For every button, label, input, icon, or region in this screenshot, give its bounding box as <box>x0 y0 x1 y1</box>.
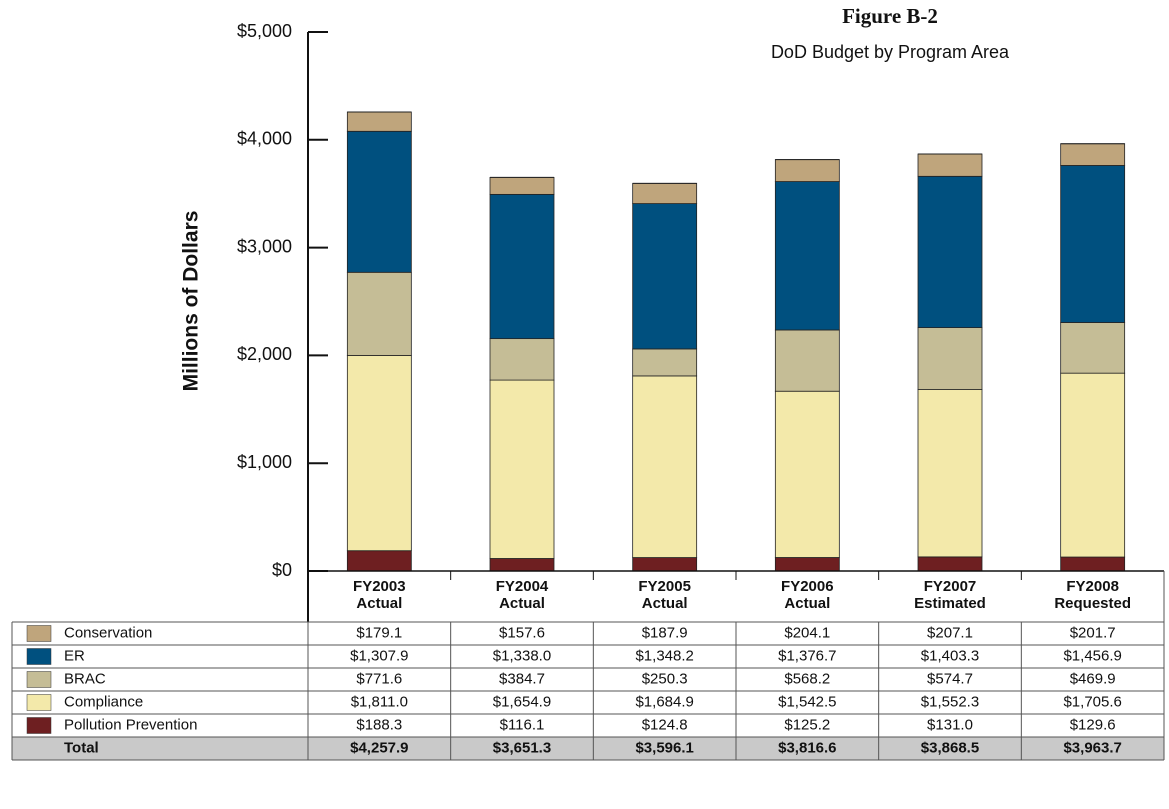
table-cell: $125.2 <box>784 716 830 733</box>
bar-segment <box>489 558 555 572</box>
table-cell: $207.1 <box>927 624 973 641</box>
table-cell: $131.0 <box>927 716 973 733</box>
table-cell: $469.9 <box>1070 670 1116 687</box>
bar-segment <box>346 111 412 132</box>
bar-segment <box>1060 143 1126 166</box>
bar-segment <box>489 176 555 195</box>
y-tick-label: $0 <box>272 560 292 580</box>
table-cell: $1,811.0 <box>351 693 408 710</box>
legend-label: Pollution Prevention <box>64 716 197 733</box>
y-tick-label: $1,000 <box>237 452 292 472</box>
table-cell: $124.8 <box>642 716 688 733</box>
table-cell: $179.1 <box>356 624 402 641</box>
table-cell: $771.6 <box>356 670 402 687</box>
x-tick-label: FY2004 Actual <box>496 578 549 612</box>
table-cell: $1,705.6 <box>1063 693 1121 710</box>
table-cell: $1,348.2 <box>635 647 693 664</box>
chart-subtitle: DoD Budget by Program Area <box>771 42 1010 62</box>
legend-swatch <box>26 671 52 688</box>
table-cell: $1,403.3 <box>921 647 979 664</box>
bar-segment <box>632 182 698 204</box>
table-cell: $1,684.9 <box>635 693 693 710</box>
legend-label: BRAC <box>64 670 106 687</box>
y-axis-label: Millions of Dollars <box>180 211 203 392</box>
table-cell: $1,376.7 <box>778 647 836 664</box>
bar-segment <box>632 375 698 558</box>
table-cell: $201.7 <box>1070 624 1116 641</box>
table-cell: $250.3 <box>642 670 688 687</box>
legend-swatch <box>26 625 52 642</box>
x-tick-label: FY2008 Requested <box>1054 578 1131 612</box>
total-cell: $3,651.3 <box>493 739 551 756</box>
bar-segment <box>489 379 555 559</box>
table-cell: $1,654.9 <box>493 693 551 710</box>
total-cell: $3,596.1 <box>635 739 693 756</box>
total-label: Total <box>64 739 99 756</box>
bar-segment <box>632 348 698 377</box>
x-tick-label: FY2006 Actual <box>781 578 834 612</box>
total-cell: $3,868.5 <box>921 739 979 756</box>
table-cell: $129.6 <box>1070 716 1116 733</box>
bar-segment <box>917 327 983 390</box>
bar-segment <box>346 271 412 356</box>
legend-swatch <box>26 648 52 665</box>
table-cell: $188.3 <box>356 716 402 733</box>
legend-label: Compliance <box>64 693 143 710</box>
bar-segment <box>489 338 555 381</box>
bar-segment <box>917 556 983 572</box>
chart-title: Figure B-2 <box>842 4 938 28</box>
table-cell: $1,542.5 <box>778 693 836 710</box>
table-cell: $157.6 <box>499 624 545 641</box>
table-cell: $116.1 <box>500 716 545 733</box>
bar-segment <box>632 203 698 350</box>
bar-segment <box>1060 322 1126 374</box>
table-cell: $1,456.9 <box>1063 647 1121 664</box>
table-cell: $1,307.9 <box>350 647 408 664</box>
table-cell: $568.2 <box>784 670 830 687</box>
legend-swatch <box>26 717 52 734</box>
bar-segment <box>1060 372 1126 558</box>
bar-segment <box>1060 165 1126 323</box>
bar-segment <box>346 550 412 572</box>
table-cell: $384.7 <box>499 670 545 687</box>
x-tick-label: FY2007 Estimated <box>914 578 986 612</box>
bar-segment <box>774 390 840 558</box>
bar-segment <box>774 329 840 392</box>
bar-segment <box>774 181 840 331</box>
total-row-bg <box>12 737 1164 760</box>
bar-segment <box>917 153 983 177</box>
y-tick-label: $3,000 <box>237 236 292 256</box>
bar-segment <box>632 557 698 572</box>
bar-segment <box>346 355 412 552</box>
table-cell: $187.9 <box>642 624 688 641</box>
bar-segment <box>917 389 983 558</box>
table-cell: $1,338.0 <box>493 647 551 664</box>
bar-segment <box>1060 556 1126 572</box>
total-cell: $3,963.7 <box>1063 739 1121 756</box>
y-tick-label: $2,000 <box>237 344 292 364</box>
legend-swatch <box>26 694 52 711</box>
bar-segment <box>489 193 555 340</box>
legend-label: Conservation <box>64 624 152 641</box>
x-tick-label: FY2003 Actual <box>353 578 406 612</box>
table-cell: $574.7 <box>927 670 973 687</box>
legend-label: ER <box>64 647 85 664</box>
y-tick-label: $4,000 <box>237 129 292 149</box>
bar-segment <box>346 130 412 273</box>
bar-segment <box>917 175 983 328</box>
total-cell: $4,257.9 <box>350 739 408 756</box>
bar-segment <box>774 159 840 182</box>
y-tick-label: $5,000 <box>237 21 292 41</box>
table-cell: $1,552.3 <box>921 693 979 710</box>
bar-segment <box>774 557 840 572</box>
table-cell: $204.1 <box>784 624 830 641</box>
x-tick-label: FY2005 Actual <box>638 578 691 612</box>
total-cell: $3,816.6 <box>778 739 836 756</box>
